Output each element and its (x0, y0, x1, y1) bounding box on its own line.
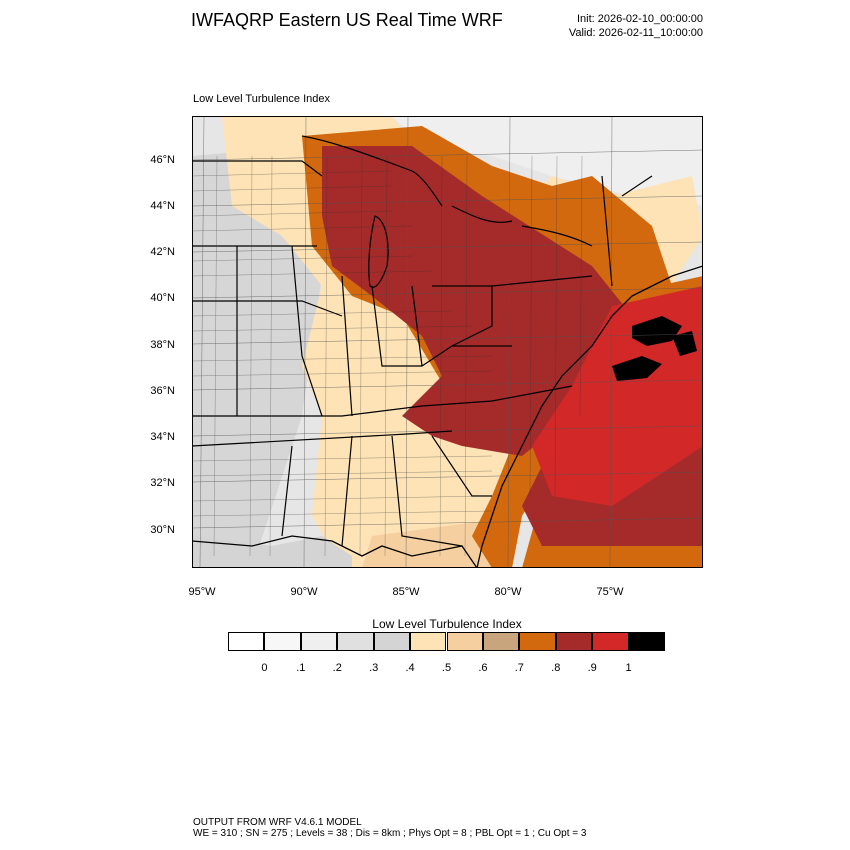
colorbar-label: .8 (551, 662, 561, 674)
colorbar-label: .5 (441, 662, 452, 674)
lon-label: 90°W (290, 586, 318, 598)
colorbar-label: .7 (514, 662, 524, 674)
lat-label: 32°N (150, 477, 175, 489)
colorbar-label: .1 (296, 662, 306, 674)
max-patch-2 (612, 356, 662, 381)
colorbar (228, 632, 665, 651)
map-panel (192, 116, 703, 568)
colorbar-swatch (373, 632, 411, 651)
max-patch-3 (672, 331, 697, 356)
colorbar-label: .4 (405, 662, 415, 674)
colorbar-swatch (228, 632, 265, 651)
lon-label: 95°W (188, 586, 216, 598)
canada-low-region (392, 116, 703, 206)
coastline (476, 265, 703, 568)
lat-label: 36°N (150, 385, 175, 397)
lat-label: 40°N (150, 292, 175, 304)
plot-frame (192, 116, 703, 568)
field-label: Low Level Turbulence Index (193, 93, 330, 105)
valid-time: Valid: 2026-02-11_10:00:00 (568, 27, 703, 39)
colorbar-swatch (264, 632, 301, 651)
colorbar-label: 0 (261, 662, 268, 674)
lat-label: 44°N (150, 200, 175, 212)
lat-label: 46°N (150, 154, 175, 166)
colorbar-swatch (410, 632, 447, 651)
colorbar-swatch (519, 632, 556, 651)
lat-label: 38°N (150, 339, 175, 351)
colorbar-label: .9 (587, 662, 597, 674)
gulf-coast (192, 535, 478, 568)
max-patch-1 (632, 316, 682, 346)
lat-label: 30°N (150, 524, 175, 536)
colorbar-swatch (337, 632, 374, 651)
colorbar-swatch (446, 632, 483, 651)
footer-model: OUTPUT FROM WRF V4.6.1 MODEL (193, 817, 362, 828)
great-lakes (301, 135, 593, 247)
colorbar-label: .6 (478, 662, 488, 674)
lon-label: 80°W (494, 586, 522, 598)
lon-label: 85°W (392, 586, 420, 598)
colorbar-swatch (592, 632, 629, 651)
lake-michigan (368, 215, 389, 288)
lat-label: 34°N (150, 431, 175, 443)
map-title: IWFAQRP Eastern US Real Time WRF (191, 10, 503, 30)
colorbar-label: .2 (332, 662, 342, 674)
colorbar-title: Low Level Turbulence Index (372, 617, 522, 631)
colorbar-swatch (628, 632, 665, 651)
colorbar-label: 1 (625, 662, 632, 674)
footer-config: WE = 310 ; SN = 275 ; Levels = 38 ; Dis … (193, 828, 587, 839)
map-plot (192, 116, 703, 568)
colorbar-swatch (555, 632, 593, 651)
lon-label: 75°W (596, 586, 624, 598)
lat-label: 42°N (150, 246, 175, 258)
init-time: Init: 2026-02-10_00:00:00 (577, 13, 703, 25)
colorbar-label: .3 (369, 662, 379, 674)
darkred-region (322, 146, 632, 456)
colorbar-swatch (482, 632, 520, 651)
colorbar-swatch (300, 632, 338, 651)
